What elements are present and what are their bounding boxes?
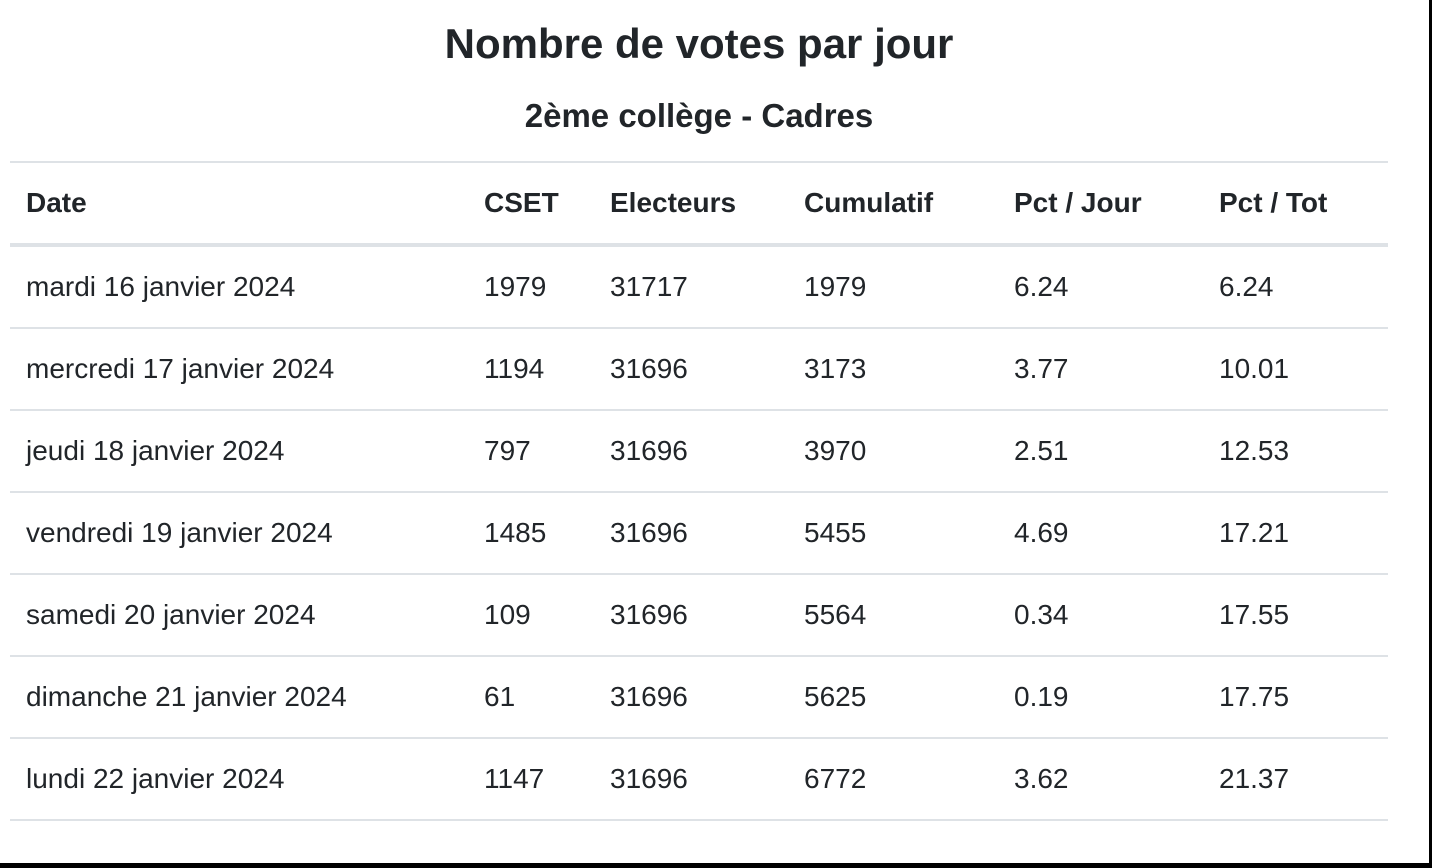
date-cell: jeudi 18 janvier 2024: [10, 409, 468, 492]
cell-cumulatif: 1979: [788, 244, 998, 328]
cell-electeurs: 31696: [594, 737, 788, 821]
cell-pct-jour: 0.34: [998, 573, 1203, 656]
cell-pct-jour: 3.77: [998, 327, 1203, 410]
table-row: mercredi 17 janvier 2024 1194 31696 3173 3.7…: [10, 327, 1388, 410]
date-cell: vendredi 19 janvier 2024: [10, 491, 468, 574]
cell-electeurs: 31696: [594, 491, 788, 574]
cell-pct-tot: 12.53: [1203, 409, 1388, 492]
page-subtitle: 2ème collège - Cadres: [524, 97, 874, 134]
cell-cset: 1979: [468, 244, 594, 328]
cell-electeurs: 31717: [594, 244, 788, 328]
votes-per-day-table: Date CSET Electeurs Cumulatif Pct / Jour Pct …: [10, 161, 1388, 821]
column-header-cset: CSET: [468, 161, 594, 247]
table-body: mardi 16 janvier 2024 1979 31717 1979 6.24 6.…: [10, 244, 1388, 821]
cell-pct-tot: 17.55: [1203, 573, 1388, 656]
cell-cumulatif: 5564: [788, 573, 998, 656]
cell-electeurs: 31696: [594, 409, 788, 492]
table-row: dimanche 21 janvier 2024 61 31696 5625 0.19 1…: [10, 655, 1388, 738]
cell-pct-jour: 4.69: [998, 491, 1203, 574]
cell-pct-jour: 6.24: [998, 244, 1203, 328]
cell-electeurs: 31696: [594, 573, 788, 656]
cell-cumulatif: 3970: [788, 409, 998, 492]
cell-cset: 61: [468, 655, 594, 738]
date-cell: samedi 20 janvier 2024: [10, 573, 468, 656]
column-header-date: Date: [10, 161, 468, 247]
cell-pct-tot: 17.21: [1203, 491, 1388, 574]
date-cell: dimanche 21 janvier 2024: [10, 655, 468, 738]
column-header-cumulatif: Cumulatif: [788, 161, 998, 247]
cell-pct-jour: 0.19: [998, 655, 1203, 738]
table-header: Date CSET Electeurs Cumulatif Pct / Jour Pct …: [10, 161, 1388, 247]
column-header-pct-jour: Pct / Jour: [998, 161, 1203, 247]
cell-cumulatif: 5625: [788, 655, 998, 738]
table-row: jeudi 18 janvier 2024 797 31696 3970 2.51 12.…: [10, 409, 1388, 492]
content-area: Nombre de votes par jour 2ème collège - …: [10, 18, 1388, 821]
cell-cumulatif: 5455: [788, 491, 998, 574]
cell-cset: 109: [468, 573, 594, 656]
cell-pct-tot: 17.75: [1203, 655, 1388, 738]
column-header-pct-tot: Pct / Tot: [1203, 161, 1388, 247]
cell-pct-jour: 2.51: [998, 409, 1203, 492]
table-row: mardi 16 janvier 2024 1979 31717 1979 6.24 6.…: [10, 244, 1388, 328]
cell-cset: 1194: [468, 327, 594, 410]
cell-pct-tot: 21.37: [1203, 737, 1388, 821]
cell-cset: 1147: [468, 737, 594, 821]
table-row: samedi 20 janvier 2024 109 31696 5564 0.34 17…: [10, 573, 1388, 656]
date-cell: lundi 22 janvier 2024: [10, 737, 468, 821]
cell-cumulatif: 6772: [788, 737, 998, 821]
cell-electeurs: 31696: [594, 655, 788, 738]
page-title: Nombre de votes par jour: [444, 20, 954, 67]
table-row: lundi 22 janvier 2024 1147 31696 6772 3.62 21…: [10, 737, 1388, 821]
column-header-electeurs: Electeurs: [594, 161, 788, 247]
cell-electeurs: 31696: [594, 327, 788, 410]
date-cell: mardi 16 janvier 2024: [10, 244, 468, 328]
cell-pct-jour: 3.62: [998, 737, 1203, 821]
cell-pct-tot: 10.01: [1203, 327, 1388, 410]
cell-pct-tot: 6.24: [1203, 244, 1388, 328]
table-row: vendredi 19 janvier 2024 1485 31696 5455 4.6…: [10, 491, 1388, 574]
table-header-row: Date CSET Electeurs Cumulatif Pct / Jour Pct …: [10, 161, 1388, 247]
date-cell: mercredi 17 janvier 2024: [10, 327, 468, 410]
cell-cset: 1485: [468, 491, 594, 574]
cell-cumulatif: 3173: [788, 327, 998, 410]
cell-cset: 797: [468, 409, 594, 492]
